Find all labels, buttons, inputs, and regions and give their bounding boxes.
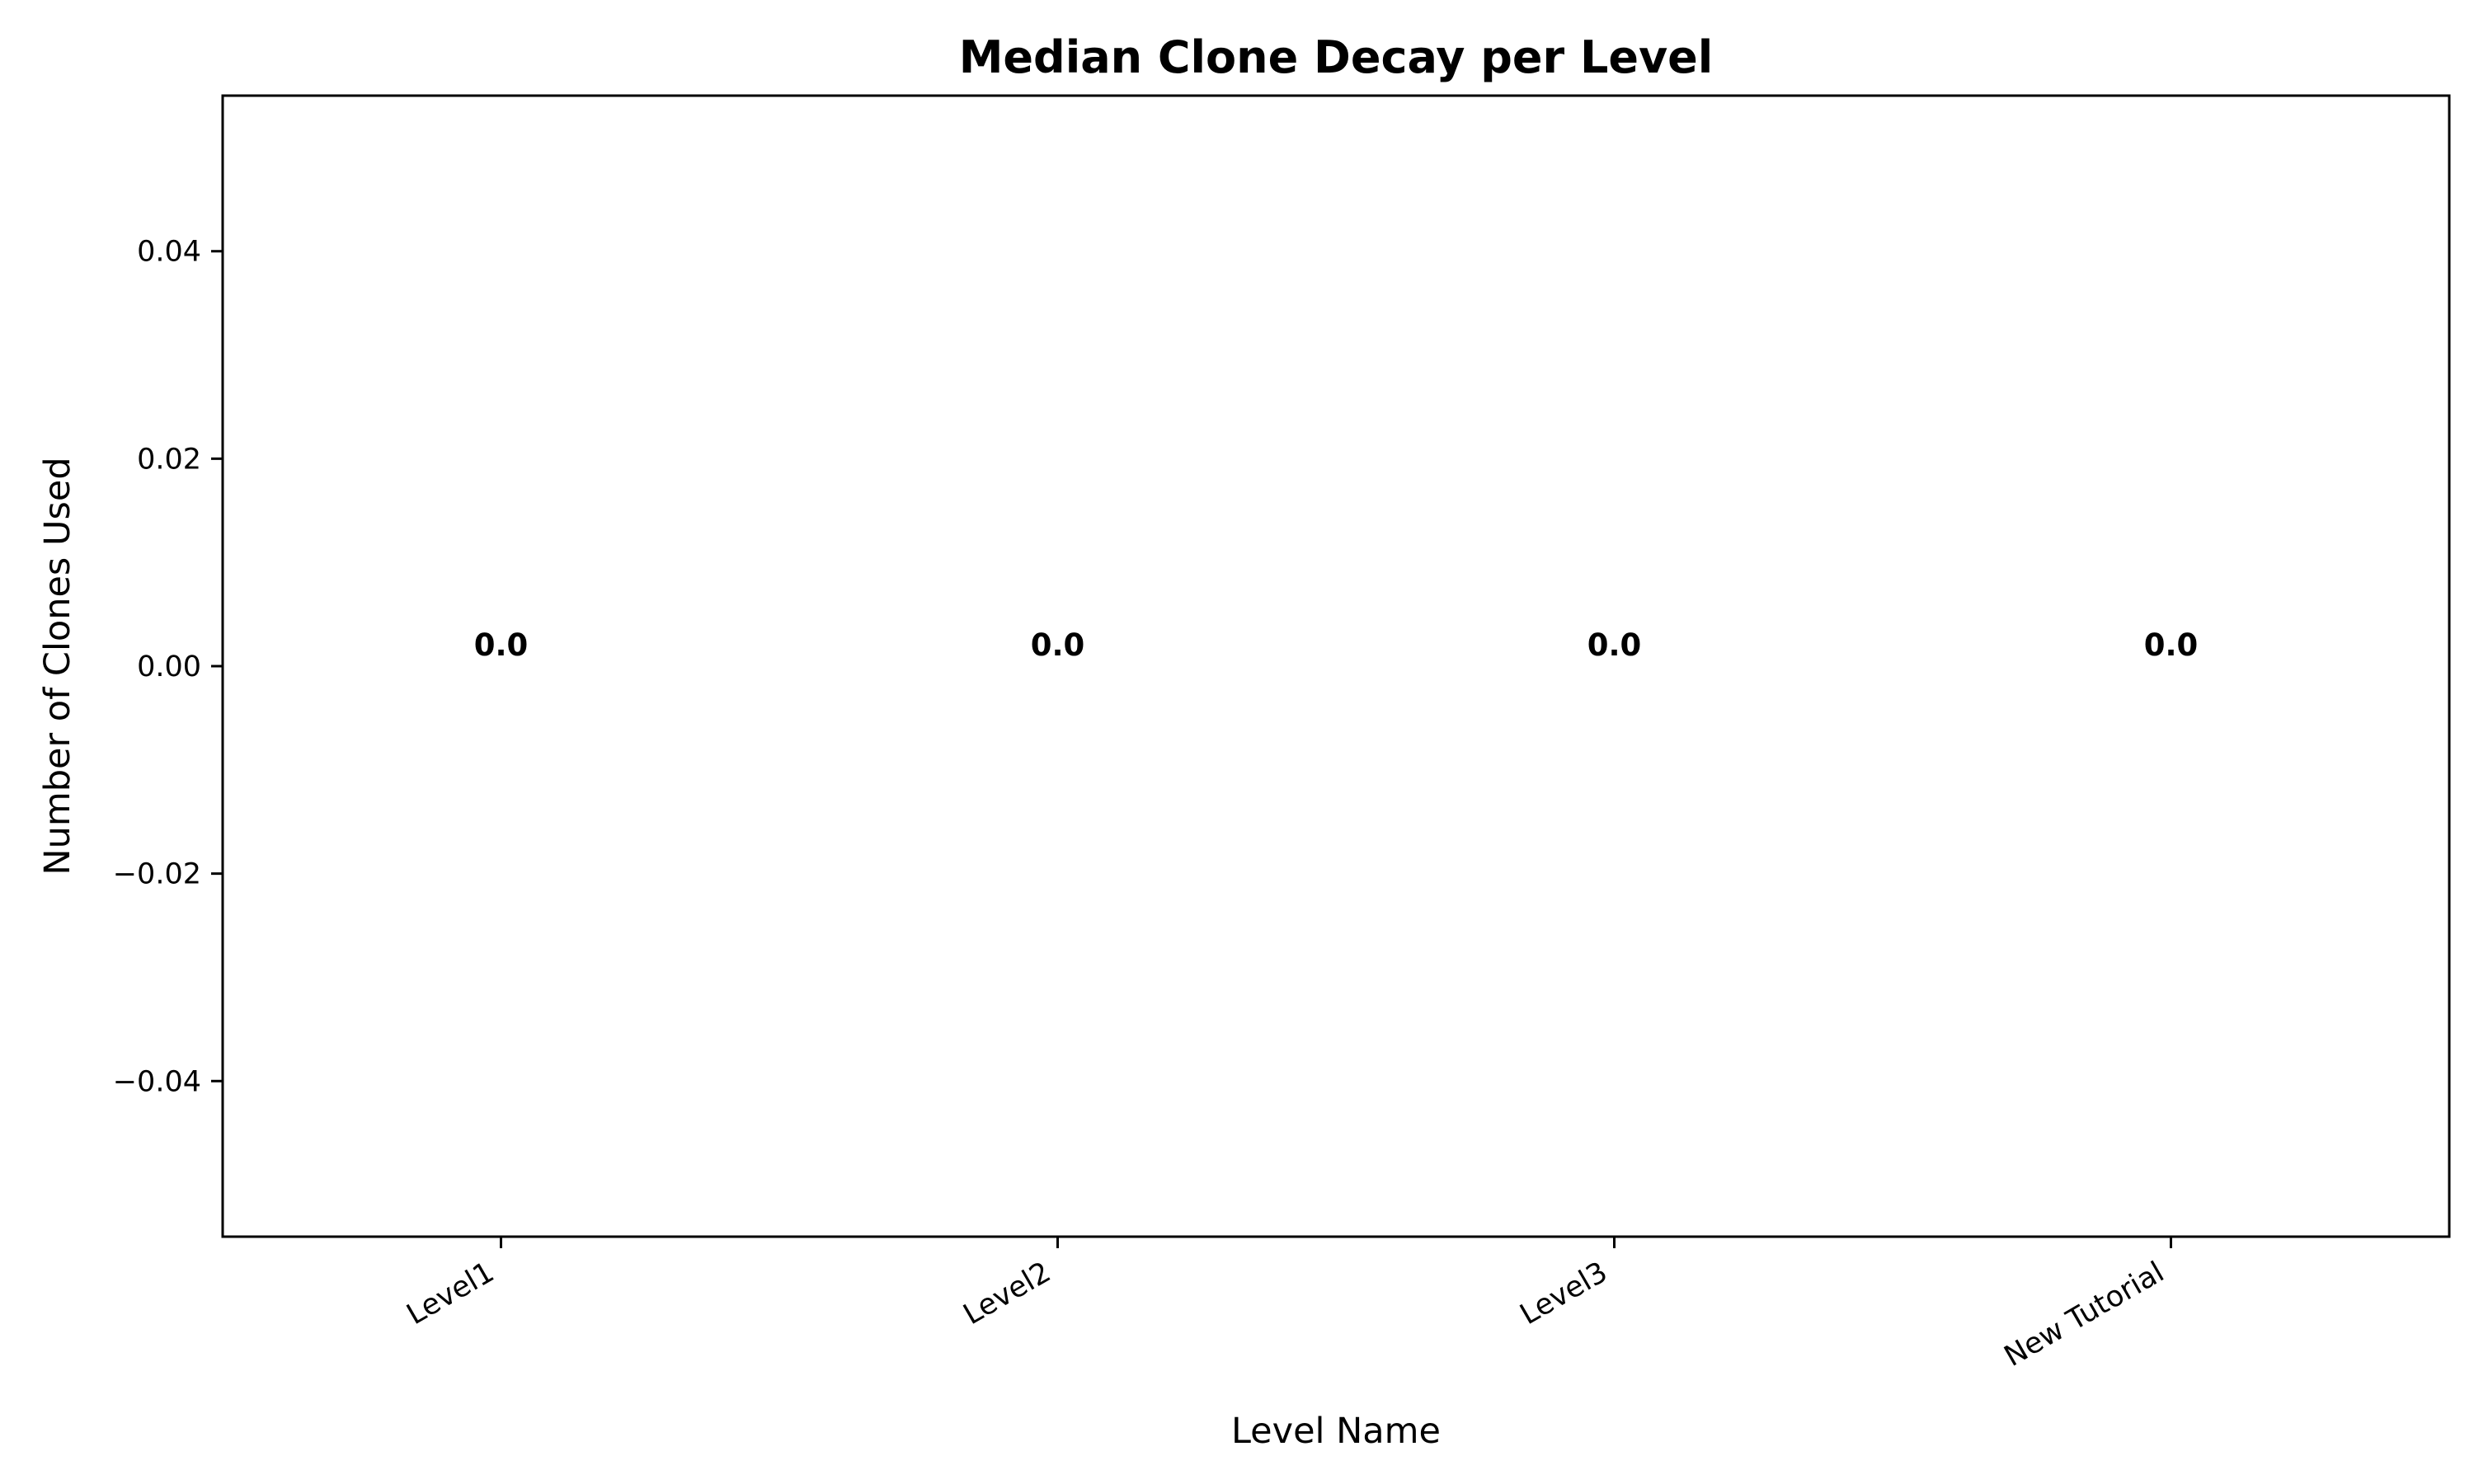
data-labels: 0.0 0.0 0.0 0.0 (474, 627, 2199, 663)
y-axis-label: Number of Clones Used (37, 457, 78, 875)
y-tick-label: 0.04 (137, 236, 201, 269)
y-tick-label: −0.02 (113, 858, 201, 891)
chart-title: Median Clone Decay per Level (959, 31, 1714, 83)
data-label: 0.0 (1031, 627, 1085, 663)
plot-area-frame (221, 94, 2451, 1238)
data-label: 0.0 (2144, 627, 2199, 663)
y-tick-label: 0.02 (137, 443, 201, 476)
y-axis: −0.04 −0.02 0.00 0.02 0.04 (113, 236, 223, 1098)
data-label: 0.0 (1587, 627, 1642, 663)
x-axis-label: Level Name (1231, 1411, 1441, 1452)
y-tick-label: 0.00 (137, 650, 201, 683)
y-tick-label: −0.04 (113, 1065, 201, 1098)
data-label: 0.0 (474, 627, 529, 663)
